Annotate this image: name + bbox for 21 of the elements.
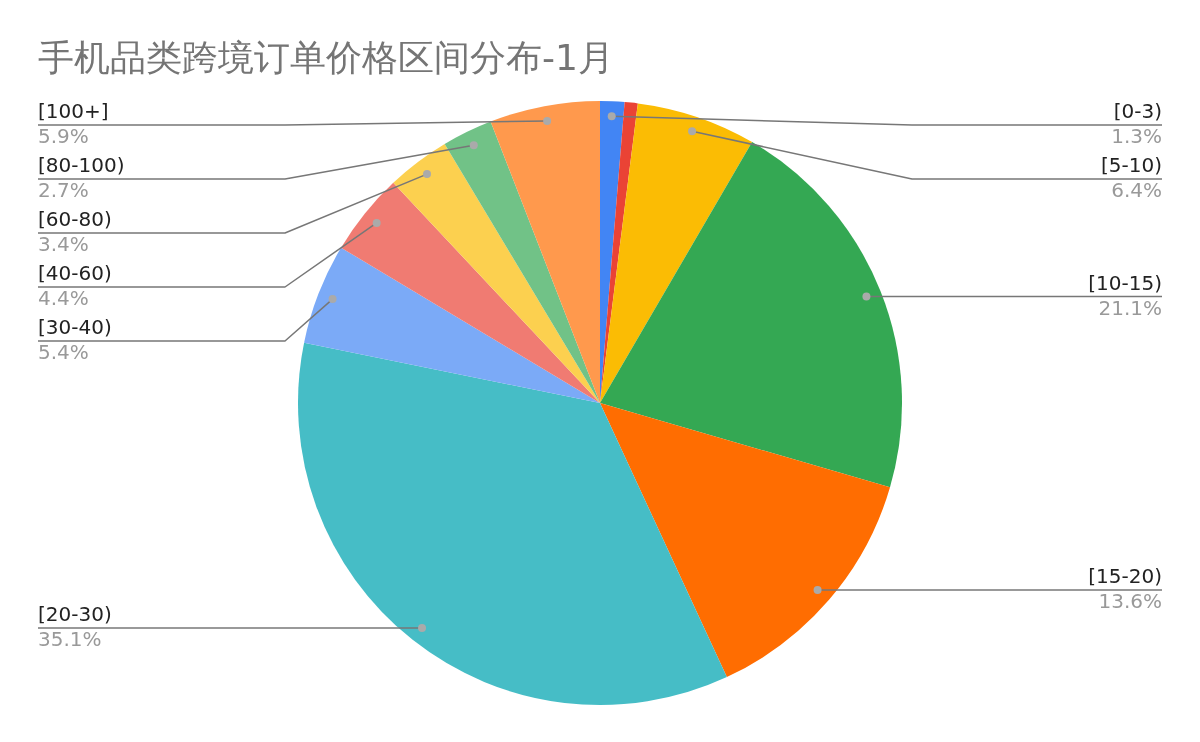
data-label: 35.1% — [38, 627, 102, 652]
chart-title: 手机品类跨境订单价格区间分布-1月 — [38, 37, 614, 78]
data-label: 1.3% — [1111, 124, 1162, 149]
slice-label: [30-40) — [38, 315, 112, 340]
data-label: 5.4% — [38, 340, 89, 365]
slice-label: [5-10) — [1101, 153, 1162, 178]
data-label: 6.4% — [1111, 178, 1162, 203]
slice-label: [80-100) — [38, 153, 125, 178]
slice-label: [15-20) — [1088, 564, 1162, 589]
data-label: 2.7% — [38, 178, 89, 203]
slice-label: [60-80) — [38, 207, 112, 232]
slice-label: [10-15) — [1088, 270, 1162, 295]
data-label: 5.9% — [38, 124, 89, 149]
slice-label: [40-60) — [38, 261, 112, 286]
slice-label: [0-3) — [1113, 99, 1162, 124]
data-label: 4.4% — [38, 286, 89, 311]
slice-label: [20-30) — [38, 602, 112, 627]
data-label: 21.1% — [1098, 295, 1162, 320]
slice-label: [100+] — [38, 99, 109, 124]
data-label: 13.6% — [1098, 589, 1162, 614]
data-label: 3.4% — [38, 232, 89, 257]
